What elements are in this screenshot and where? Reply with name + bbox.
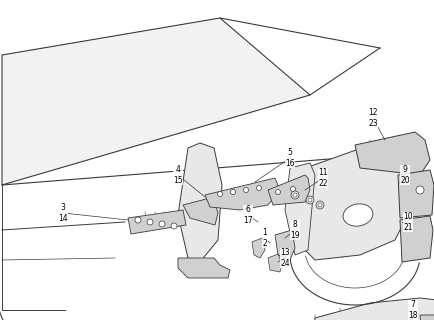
Text: 4
15: 4 15: [173, 165, 183, 185]
Circle shape: [276, 189, 280, 195]
Polygon shape: [178, 258, 230, 278]
Text: 1
2: 1 2: [263, 228, 267, 248]
Polygon shape: [128, 210, 186, 234]
Text: 12
23: 12 23: [368, 108, 378, 128]
Ellipse shape: [343, 204, 373, 226]
Circle shape: [306, 196, 314, 204]
Circle shape: [290, 187, 296, 191]
Polygon shape: [400, 216, 433, 262]
Polygon shape: [252, 238, 265, 258]
Text: 11
22: 11 22: [318, 168, 328, 188]
Text: 13
24: 13 24: [280, 248, 290, 268]
Circle shape: [308, 198, 312, 202]
Circle shape: [230, 189, 236, 195]
Polygon shape: [268, 175, 310, 205]
Circle shape: [147, 219, 153, 225]
Polygon shape: [290, 145, 415, 260]
Polygon shape: [178, 143, 222, 262]
Polygon shape: [2, 18, 310, 185]
Polygon shape: [420, 315, 434, 320]
Text: 8
19: 8 19: [290, 220, 300, 240]
Circle shape: [159, 221, 165, 227]
Polygon shape: [285, 163, 315, 255]
Polygon shape: [398, 170, 434, 218]
Circle shape: [243, 188, 249, 193]
Text: 9
20: 9 20: [400, 165, 410, 185]
Circle shape: [135, 217, 141, 223]
Text: 6
17: 6 17: [243, 205, 253, 225]
Polygon shape: [355, 132, 430, 175]
Circle shape: [217, 191, 223, 196]
Circle shape: [293, 193, 297, 197]
Circle shape: [316, 201, 324, 209]
Text: 3
14: 3 14: [58, 203, 68, 223]
Circle shape: [318, 203, 322, 207]
Circle shape: [256, 186, 262, 190]
Polygon shape: [205, 178, 280, 210]
Polygon shape: [275, 230, 295, 260]
Polygon shape: [268, 254, 282, 272]
Text: 10
21: 10 21: [403, 212, 413, 232]
Text: 5
16: 5 16: [285, 148, 295, 168]
Text: 7
18: 7 18: [408, 300, 418, 320]
Circle shape: [171, 223, 177, 229]
Polygon shape: [183, 198, 218, 225]
Circle shape: [416, 186, 424, 194]
Circle shape: [291, 191, 299, 199]
Polygon shape: [308, 298, 434, 320]
